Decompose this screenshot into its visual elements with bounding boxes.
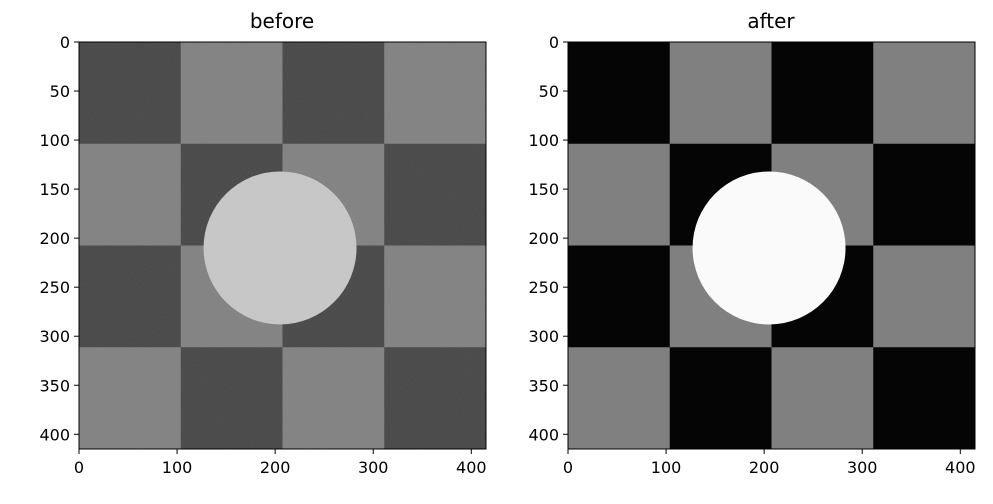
y-tick-label: 400 <box>39 425 70 444</box>
x-tick-label: 400 <box>456 458 487 477</box>
panel-before: before 0 50 100 150 200 250 300 350 400 0 100 200 3… <box>39 9 486 477</box>
x-axis: 0 100 200 300 400 <box>74 449 487 477</box>
axes-frame <box>567 41 976 450</box>
y-tick-label: 350 <box>39 376 70 395</box>
panel-title: after <box>747 9 795 33</box>
y-tick-label: 250 <box>39 278 70 297</box>
x-tick-label: 300 <box>358 458 389 477</box>
x-axis: 0 100 200 300 400 <box>563 449 976 477</box>
x-tick-label: 200 <box>260 458 291 477</box>
y-tick-label: 50 <box>539 82 559 101</box>
noise-overlay <box>79 42 486 449</box>
y-tick-label: 200 <box>39 229 70 248</box>
y-tick-label: 100 <box>39 131 70 150</box>
image-area <box>568 42 975 449</box>
axes-frame <box>78 41 487 450</box>
panel-title: before <box>250 9 314 33</box>
y-axis: 0 50 100 150 200 250 300 350 400 <box>528 33 568 444</box>
x-tick-label: 0 <box>74 458 84 477</box>
panel-after: after 0 50 100 150 200 250 300 350 400 0 100 200 30… <box>528 9 975 477</box>
y-tick-label: 0 <box>60 33 70 52</box>
y-tick-label: 0 <box>549 33 559 52</box>
x-tick-label: 300 <box>847 458 878 477</box>
y-axis: 0 50 100 150 200 250 300 350 400 <box>39 33 79 444</box>
x-tick-label: 0 <box>563 458 573 477</box>
x-tick-label: 100 <box>651 458 682 477</box>
y-tick-label: 300 <box>39 327 70 346</box>
y-tick-label: 100 <box>528 131 559 150</box>
y-tick-label: 150 <box>39 180 70 199</box>
x-tick-label: 400 <box>945 458 976 477</box>
y-tick-label: 200 <box>528 229 559 248</box>
image-area <box>79 42 486 449</box>
y-tick-label: 250 <box>528 278 559 297</box>
x-tick-label: 100 <box>162 458 193 477</box>
y-tick-label: 350 <box>528 376 559 395</box>
x-tick-label: 200 <box>749 458 780 477</box>
y-tick-label: 400 <box>528 425 559 444</box>
y-tick-label: 50 <box>50 82 70 101</box>
y-tick-label: 300 <box>528 327 559 346</box>
noise-overlay <box>568 42 975 449</box>
y-tick-label: 150 <box>528 180 559 199</box>
